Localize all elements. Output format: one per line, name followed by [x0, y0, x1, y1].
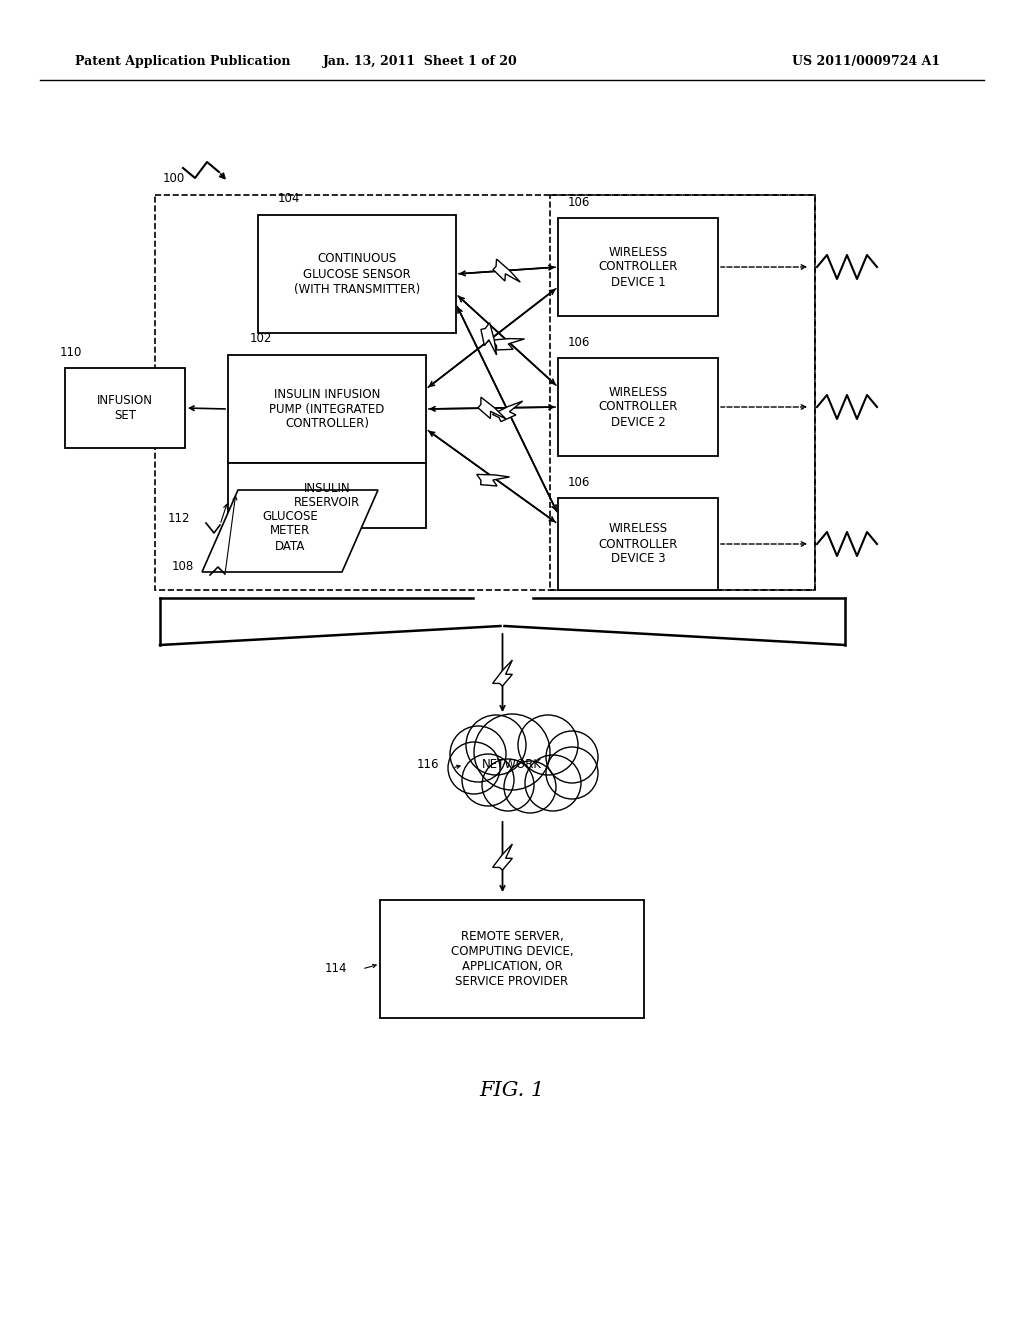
Circle shape	[525, 755, 581, 810]
Circle shape	[474, 714, 550, 789]
Text: 102: 102	[250, 333, 272, 346]
Bar	[550, 195, 815, 590]
Polygon shape	[478, 397, 506, 418]
Circle shape	[518, 715, 578, 775]
Circle shape	[546, 731, 598, 783]
Text: FIG. 1: FIG. 1	[479, 1081, 545, 1100]
Circle shape	[546, 747, 598, 799]
Text: 104: 104	[278, 193, 300, 206]
Text: 110: 110	[60, 346, 82, 359]
Text: US 2011/0009724 A1: US 2011/0009724 A1	[792, 55, 940, 69]
Text: Patent Application Publication: Patent Application Publication	[75, 55, 291, 69]
Bar	[65, 368, 185, 447]
Text: Jan. 13, 2011  Sheet 1 of 20: Jan. 13, 2011 Sheet 1 of 20	[323, 55, 517, 69]
Text: 114: 114	[325, 962, 347, 975]
Text: WIRELESS
CONTROLLER
DEVICE 3: WIRELESS CONTROLLER DEVICE 3	[598, 523, 678, 565]
Text: WIRELESS
CONTROLLER
DEVICE 1: WIRELESS CONTROLLER DEVICE 1	[598, 246, 678, 289]
Text: 112: 112	[168, 511, 190, 524]
Text: 100: 100	[163, 172, 185, 185]
Bar	[228, 355, 426, 463]
Polygon shape	[481, 322, 497, 355]
Circle shape	[450, 726, 506, 781]
Text: WIRELESS
CONTROLLER
DEVICE 2: WIRELESS CONTROLLER DEVICE 2	[598, 385, 678, 429]
Text: 106: 106	[568, 195, 591, 209]
Text: NETWORK: NETWORK	[482, 759, 542, 771]
Circle shape	[504, 762, 556, 813]
Text: 106: 106	[568, 475, 591, 488]
Polygon shape	[493, 401, 522, 421]
Bar	[558, 218, 718, 315]
Circle shape	[462, 754, 514, 807]
Text: INFUSION
SET: INFUSION SET	[97, 393, 153, 422]
Bar	[380, 900, 644, 1018]
Bar	[558, 358, 718, 455]
Circle shape	[466, 715, 526, 775]
Bar	[258, 215, 456, 333]
Text: INSULIN
RESERVOIR: INSULIN RESERVOIR	[294, 482, 360, 510]
Bar	[155, 195, 815, 590]
Text: GLUCOSE
METER
DATA: GLUCOSE METER DATA	[262, 510, 317, 553]
Polygon shape	[493, 660, 512, 686]
Polygon shape	[493, 259, 520, 282]
Polygon shape	[492, 339, 524, 350]
Bar	[558, 498, 718, 590]
Circle shape	[482, 759, 534, 810]
Text: 108: 108	[172, 561, 195, 573]
Circle shape	[449, 742, 500, 795]
Text: REMOTE SERVER,
COMPUTING DEVICE,
APPLICATION, OR
SERVICE PROVIDER: REMOTE SERVER, COMPUTING DEVICE, APPLICA…	[451, 931, 573, 987]
Text: 116: 116	[417, 759, 439, 771]
Polygon shape	[477, 474, 510, 486]
Text: 106: 106	[568, 335, 591, 348]
Polygon shape	[493, 843, 512, 870]
Text: INSULIN INFUSION
PUMP (INTEGRATED
CONTROLLER): INSULIN INFUSION PUMP (INTEGRATED CONTRO…	[269, 388, 385, 430]
Text: CONTINUOUS
GLUCOSE SENSOR
(WITH TRANSMITTER): CONTINUOUS GLUCOSE SENSOR (WITH TRANSMIT…	[294, 252, 420, 296]
Polygon shape	[202, 490, 378, 572]
Bar	[228, 463, 426, 528]
